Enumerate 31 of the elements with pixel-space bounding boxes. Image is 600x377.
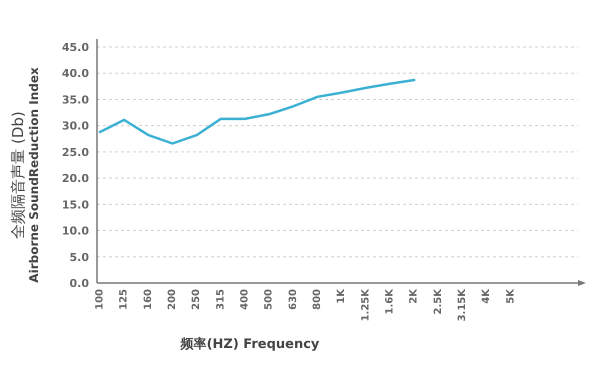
y-tick-label: 15.0 [62, 198, 90, 212]
x-tick-label: 160 [142, 288, 154, 310]
x-axis-title: 频率(HZ) Frequency [180, 336, 320, 352]
x-tick-label: 800 [312, 288, 324, 310]
x-tick-label: 250 [191, 288, 202, 310]
y-tick-label: 20.0 [62, 172, 90, 186]
x-tick-label: 3.15K [457, 288, 468, 322]
x-tick-label: 100 [94, 288, 106, 310]
x-tick-label: 5K [505, 288, 516, 304]
y-tick-label: 0.0 [70, 277, 90, 290]
x-tick-label: 1.25K [360, 288, 372, 322]
y-tick-label: 30.0 [62, 120, 90, 133]
x-tick-label: 400 [240, 288, 251, 310]
y-tick-label: 10.0 [62, 224, 90, 238]
x-tick-label: 1.6K [384, 288, 396, 314]
y-tick-label: 45.0 [62, 41, 90, 54]
y-tick-label: 35.0 [62, 93, 90, 106]
y-tick-label: 40.0 [62, 67, 90, 80]
y-axis-title: 全频隔音声量 (Db) Airborne SoundReduction Index [9, 67, 41, 283]
x-tick-label: 2K [408, 288, 420, 304]
x-tick-label: 200 [167, 288, 178, 310]
line-series [98, 78, 416, 145]
x-tick-label: 315 [215, 288, 226, 310]
x-tick-label: 2.5K [432, 288, 444, 314]
x-tick-label: 630 [288, 288, 299, 310]
y-tick-label: 25.0 [62, 146, 90, 159]
x-tick-label: 500 [264, 288, 275, 310]
y-tick-label: 5.0 [70, 250, 90, 264]
x-tick-label: 4K [481, 288, 492, 304]
x-tick-label: 125 [118, 288, 130, 310]
x-tick-label: 1K [336, 288, 348, 304]
